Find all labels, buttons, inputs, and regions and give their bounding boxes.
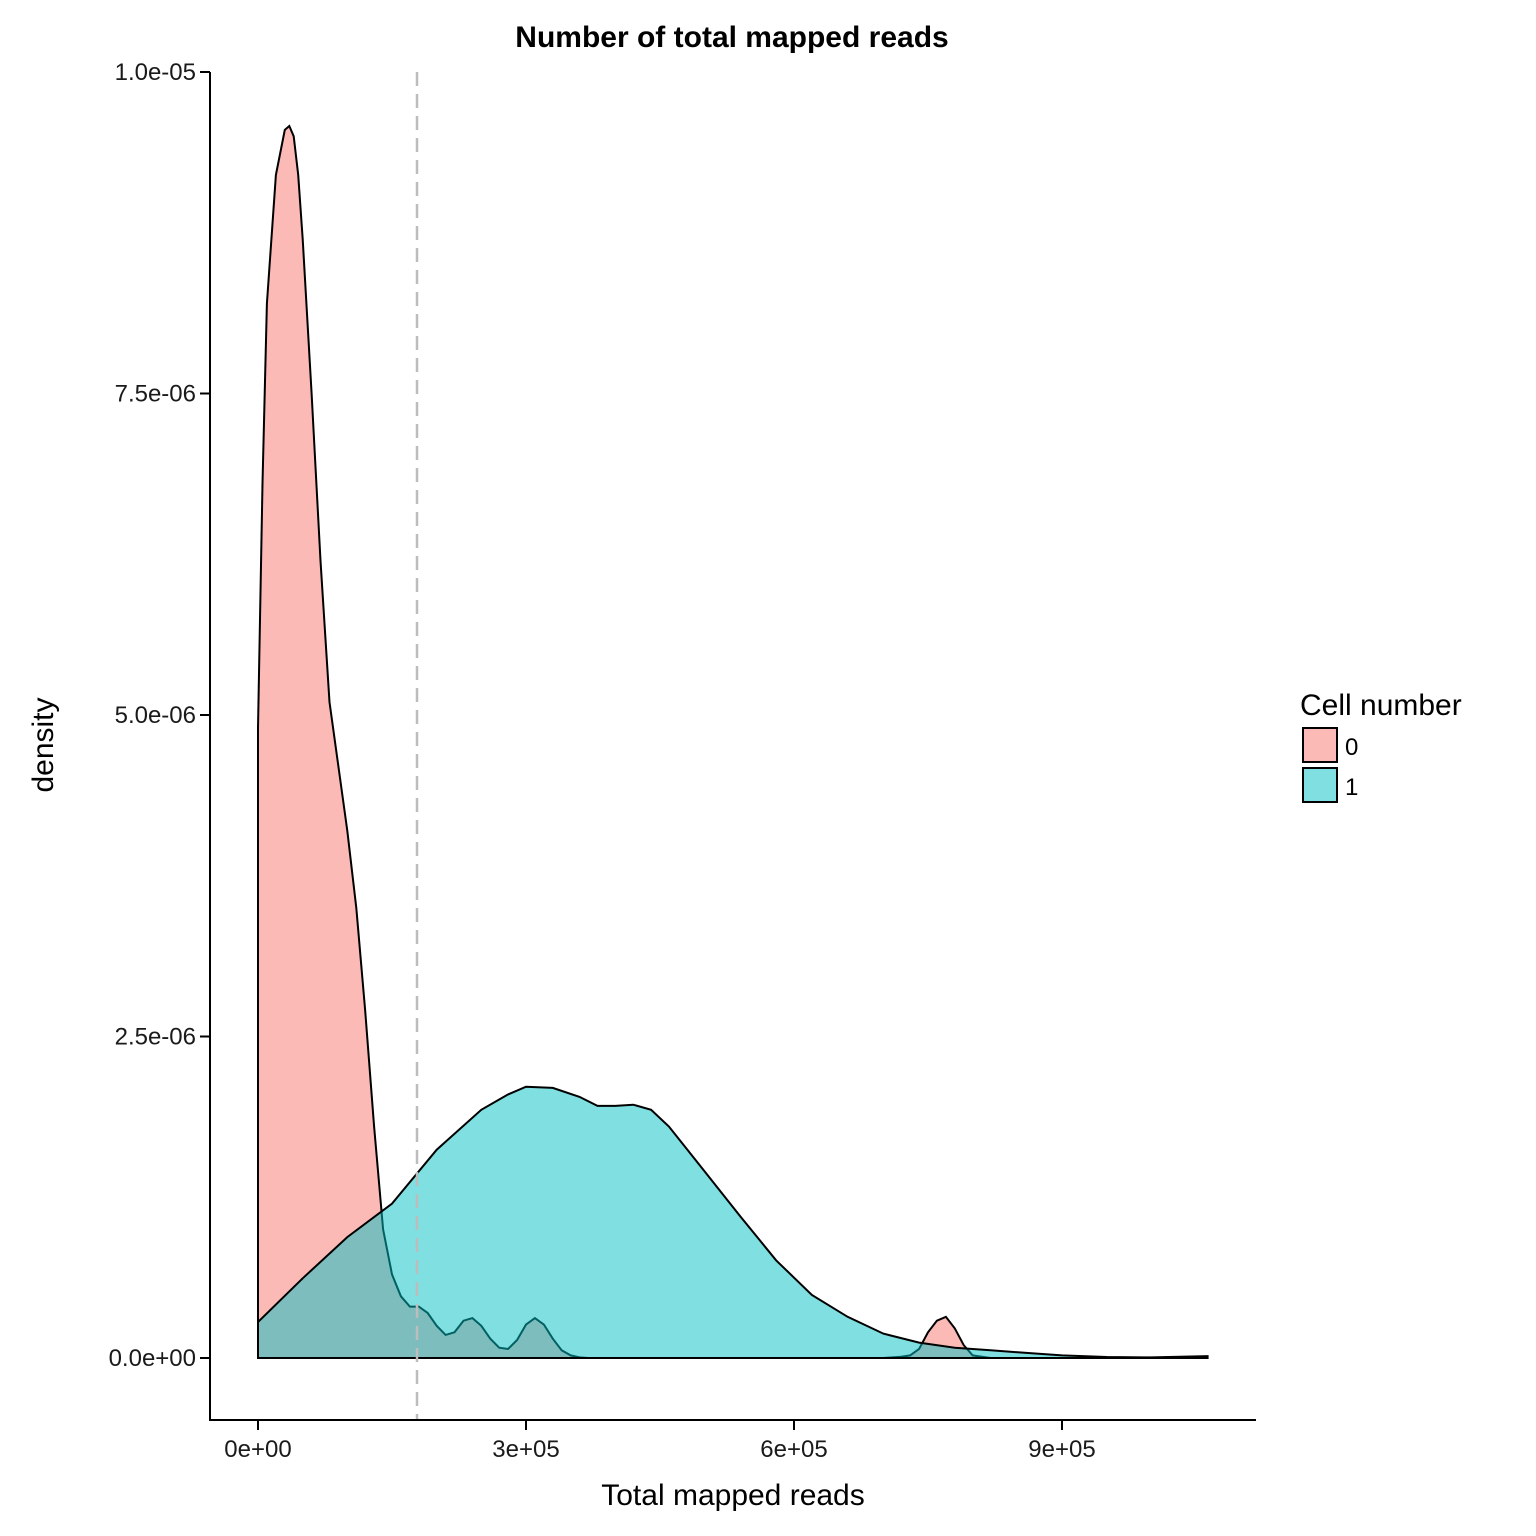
y-tick-label: 7.5e-06 — [115, 381, 196, 408]
y-tick-label: 2.5e-06 — [115, 1024, 196, 1051]
legend-item-0: 0 — [1302, 727, 1358, 763]
legend-label-1: 1 — [1345, 774, 1358, 801]
x-axis-ticks: 0e+00 3e+05 6e+05 9e+05 — [224, 1420, 1096, 1463]
x-tick-label: 9e+05 — [1028, 1436, 1095, 1463]
legend: Cell number 0 1 — [1300, 689, 1462, 803]
density-area-series-1 — [257, 1085, 1209, 1359]
density-area-series-0 — [257, 124, 1208, 1359]
x-tick-label: 0e+00 — [224, 1436, 291, 1463]
y-axis-title: density — [27, 697, 60, 792]
y-axis-ticks: 0.0e+00 2.5e-06 5.0e-06 7.5e-06 1.0e-05 — [109, 59, 210, 1372]
plot-area — [257, 72, 1209, 1420]
x-axis-title: Total mapped reads — [601, 1479, 865, 1512]
y-tick-label: 5.0e-06 — [115, 702, 196, 729]
x-tick-label: 6e+05 — [760, 1436, 827, 1463]
legend-item-1: 1 — [1302, 767, 1358, 803]
legend-swatch-0 — [1302, 727, 1338, 763]
legend-title: Cell number — [1300, 689, 1462, 722]
legend-swatch-1 — [1302, 767, 1338, 803]
x-tick-label: 3e+05 — [492, 1436, 559, 1463]
legend-label-0: 0 — [1345, 734, 1358, 761]
chart-title: Number of total mapped reads — [515, 21, 948, 54]
y-tick-label: 1.0e-05 — [115, 59, 196, 86]
y-tick-label: 0.0e+00 — [109, 1345, 196, 1372]
